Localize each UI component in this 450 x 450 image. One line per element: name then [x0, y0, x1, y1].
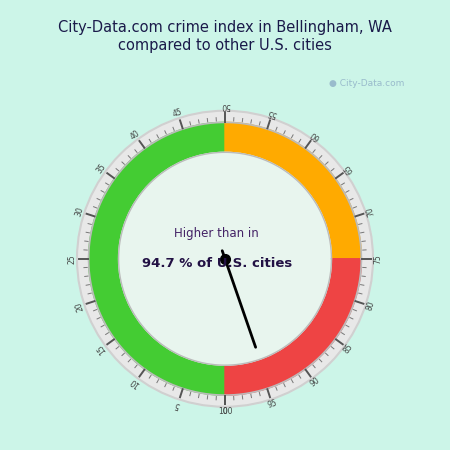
Text: 10: 10 [129, 376, 142, 389]
Text: 90: 90 [308, 376, 321, 389]
Text: 70: 70 [365, 206, 376, 217]
Text: 25: 25 [68, 254, 76, 264]
Text: 30: 30 [74, 206, 85, 217]
Text: 40: 40 [129, 128, 142, 141]
Text: ● City-Data.com: ● City-Data.com [329, 79, 405, 88]
Text: 94.7 % of U.S. cities: 94.7 % of U.S. cities [142, 257, 292, 270]
Text: 55: 55 [266, 108, 278, 119]
Text: 35: 35 [94, 162, 108, 176]
Circle shape [118, 152, 332, 365]
Text: 60: 60 [308, 128, 321, 141]
Text: 15: 15 [95, 342, 108, 355]
Text: 5: 5 [174, 399, 181, 410]
Polygon shape [89, 122, 225, 395]
Text: 75: 75 [374, 254, 382, 264]
Text: 45: 45 [172, 108, 184, 119]
Polygon shape [225, 259, 361, 395]
Text: 0: 0 [223, 407, 227, 416]
Polygon shape [225, 122, 361, 259]
Text: 85: 85 [342, 342, 355, 355]
Text: 95: 95 [266, 399, 278, 410]
Text: 50: 50 [220, 101, 230, 110]
Text: 100: 100 [218, 407, 232, 416]
Text: 20: 20 [74, 300, 85, 312]
Text: 80: 80 [365, 300, 376, 312]
Text: 65: 65 [342, 162, 356, 176]
Text: Higher than in: Higher than in [174, 227, 259, 240]
Circle shape [77, 111, 373, 407]
Text: City-Data.com crime index in Bellingham, WA
compared to other U.S. cities: City-Data.com crime index in Bellingham,… [58, 20, 392, 53]
